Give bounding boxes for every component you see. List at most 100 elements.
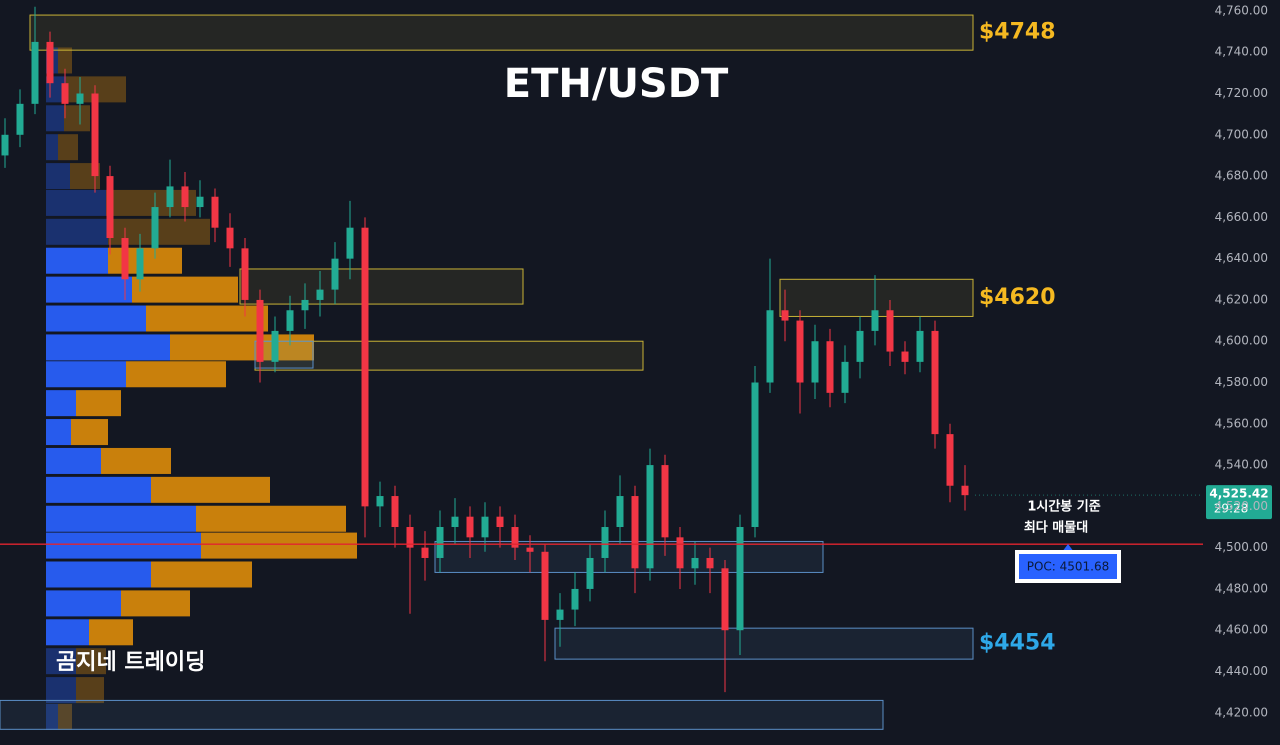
candle-body [946, 434, 954, 486]
candle-body [466, 516, 474, 538]
candle-body [46, 41, 54, 84]
candle-body [391, 496, 399, 528]
y-tick-label: 4,760.00 [1215, 3, 1268, 17]
candle-body [181, 186, 189, 208]
volume-buy-bar [46, 648, 76, 675]
y-tick-label: 4,600.00 [1215, 334, 1268, 348]
candle-body [346, 227, 354, 259]
candle-body [1, 134, 9, 156]
volume-sell-bar [64, 105, 90, 132]
candle-body [766, 310, 774, 383]
volume-buy-bar [46, 447, 101, 474]
y-tick-label: 4,460.00 [1215, 623, 1268, 637]
candle-body [31, 41, 39, 104]
zone-box [0, 699, 884, 730]
candle-body [166, 186, 174, 208]
volume-sell-bar [201, 532, 357, 559]
volume-buy-bar [46, 390, 76, 417]
candle-body [526, 547, 534, 552]
candle-body [211, 196, 219, 228]
candle-body [511, 527, 519, 548]
y-tick-label: 4,580.00 [1215, 375, 1268, 389]
volume-buy-bar [46, 218, 108, 245]
volume-buy-bar [46, 105, 64, 132]
candle-body [916, 330, 924, 362]
candle-body [496, 516, 504, 528]
candle-body [226, 227, 234, 249]
volume-sell-bar [151, 561, 252, 588]
candle-body [61, 83, 69, 104]
zone-label: $4620 [979, 285, 1056, 310]
y-tick-label: 4,560.00 [1215, 416, 1268, 430]
candle-body [451, 516, 459, 528]
candle-body [676, 537, 684, 569]
volume-sell-bar [126, 361, 226, 388]
candle-body [931, 330, 939, 435]
candle-body [736, 527, 744, 631]
y-tick-label: 4,480.00 [1215, 581, 1268, 595]
volume-sell-bar [132, 276, 238, 303]
y-tick-label: 4,520.00 [1215, 499, 1268, 513]
candle-body [856, 330, 864, 362]
zone-box [254, 340, 314, 369]
volume-sell-bar [76, 677, 104, 704]
zone-label: $4454 [979, 631, 1056, 656]
volume-buy-bar [46, 361, 126, 388]
candle-body [826, 341, 834, 393]
zone-box [29, 14, 974, 51]
volume-sell-bar [76, 648, 106, 675]
candle-body [646, 465, 654, 569]
candle-body [406, 527, 414, 548]
volume-buy-bar [46, 134, 58, 161]
candle-body [691, 557, 699, 569]
volume-sell-bar [58, 47, 72, 74]
candle-body [301, 299, 309, 311]
candle-body [571, 588, 579, 610]
zone-box [434, 540, 824, 573]
y-tick-label: 4,660.00 [1215, 210, 1268, 224]
candle-body [196, 196, 204, 208]
volume-buy-bar [46, 677, 76, 704]
volume-sell-bar [58, 703, 72, 730]
poc-label: POC: 4501.68 [1027, 560, 1110, 574]
candle-body [781, 310, 789, 321]
volume-sell-bar [89, 619, 133, 646]
candle-body [481, 516, 489, 538]
volume-buy-bar [46, 419, 71, 446]
candle-body [586, 557, 594, 589]
candle-body [91, 93, 99, 177]
candle-body [721, 568, 729, 631]
volume-sell-bar [196, 505, 346, 532]
candle-body [16, 103, 24, 135]
candle-body [136, 248, 144, 280]
candle-body [286, 310, 294, 331]
candle-body [271, 330, 279, 362]
countdown: 29:28 [1214, 502, 1249, 516]
candle-body [331, 258, 339, 290]
y-tick-label: 4,440.00 [1215, 664, 1268, 678]
candle-body [376, 496, 384, 507]
volume-buy-bar [46, 305, 146, 332]
y-tick-label: 4,740.00 [1215, 45, 1268, 59]
candle-body [316, 289, 324, 300]
candle-body [661, 465, 669, 538]
volume-buy-bar [46, 247, 108, 274]
watermark: 곰지네 트레이딩 [56, 650, 205, 675]
zone-box [554, 627, 974, 660]
volume-sell-bar [76, 390, 121, 417]
y-tick-label: 4,700.00 [1215, 127, 1268, 141]
candle-body [556, 609, 564, 620]
volume-sell-bar [58, 134, 78, 161]
candle-body [541, 551, 549, 620]
candle-body [151, 207, 159, 249]
candle-body [841, 361, 849, 393]
volume-buy-bar [46, 276, 132, 303]
y-tick-label: 4,680.00 [1215, 169, 1268, 183]
volume-buy-bar [46, 703, 58, 730]
candle-body [796, 320, 804, 383]
candle-body [811, 341, 819, 383]
candle-body [76, 93, 84, 104]
y-tick-label: 4,620.00 [1215, 292, 1268, 306]
volume-sell-bar [101, 447, 171, 474]
candle-body [106, 176, 114, 239]
